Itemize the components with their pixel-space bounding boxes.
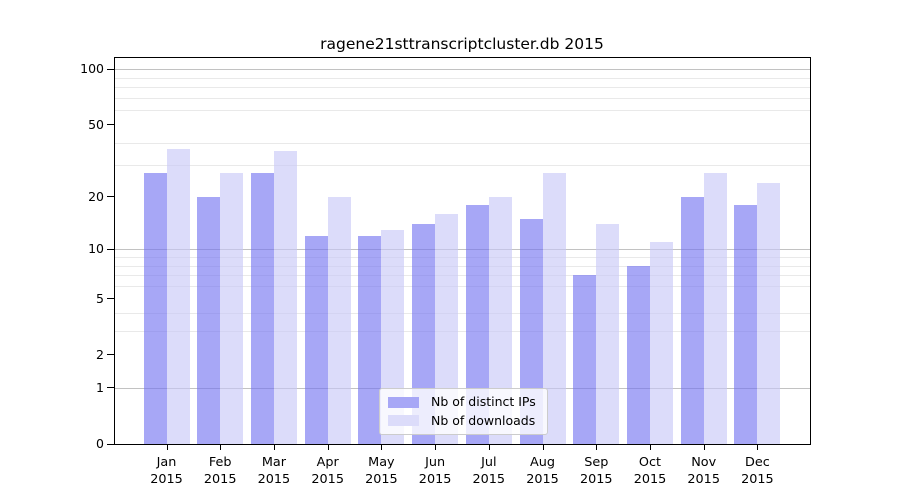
- minor-gridline: [115, 142, 810, 144]
- minor-gridline: [115, 265, 810, 267]
- y-tick-mark: [107, 387, 114, 389]
- y-tick-mark: [107, 196, 114, 198]
- plot-area: 0 1 2 5 10 20 50 100 Jan 2015 Feb 2015 Mar 2015 Apr…: [80, 57, 811, 487]
- legend-label-distinct-ips: Nb of distinct IPs: [431, 394, 536, 409]
- legend-item-downloads: Nb of downloads: [388, 412, 536, 428]
- bar-jan-downloads: [166, 148, 190, 444]
- x-tick-label: Dec 2015: [741, 455, 774, 487]
- y-tick-label: 2: [96, 346, 104, 362]
- bar-mar-downloads: [273, 150, 297, 444]
- x-tick-label: Nov 2015: [687, 455, 720, 487]
- bar-aug-distinct-ips: [519, 218, 543, 444]
- x-tick-label: Mar 2015: [257, 455, 291, 487]
- x-tick-mark: [381, 445, 383, 450]
- bar-mar-distinct-ips: [250, 173, 274, 444]
- y-tick-mark: [107, 298, 114, 299]
- minor-gridline: [115, 87, 810, 89]
- legend-swatch-distinct-ips: [388, 396, 419, 408]
- y-tick-mark: [107, 68, 114, 70]
- bar-oct-distinct-ips: [627, 265, 650, 444]
- legend-item-distinct-ips: Nb of distinct IPs: [388, 394, 536, 409]
- bar-jul-distinct-ips: [465, 204, 489, 444]
- minor-gridline: [115, 77, 810, 79]
- x-tick-mark: [650, 445, 651, 450]
- bar-sep-downloads: [596, 224, 620, 444]
- major-gridline: [115, 249, 810, 251]
- bar-dec-downloads: [757, 182, 781, 444]
- x-tick-mark: [542, 445, 544, 450]
- x-tick-mark: [327, 445, 329, 450]
- legend-swatch-downloads: [388, 415, 419, 427]
- minor-gridline: [115, 275, 810, 277]
- bar-sep-distinct-ips: [573, 275, 597, 444]
- major-gridline: [115, 69, 810, 71]
- y-tick-label: 0: [96, 435, 104, 451]
- x-tick-mark: [703, 445, 705, 450]
- bar-oct-downloads: [650, 242, 673, 444]
- minor-gridline: [115, 110, 810, 112]
- x-tick-label: May 2015: [365, 455, 398, 487]
- minor-gridline: [115, 97, 810, 99]
- x-tick-label: Jul 2015: [472, 455, 506, 487]
- minor-gridline: [115, 257, 810, 258]
- minor-gridline: [115, 313, 810, 315]
- bar-nov-distinct-ips: [680, 196, 704, 444]
- x-tick-mark: [596, 445, 598, 450]
- y-tick-label: 100: [80, 60, 104, 76]
- bar-feb-distinct-ips: [197, 196, 221, 444]
- y-tick-mark: [107, 443, 114, 445]
- x-tick-label: Apr 2015: [311, 455, 344, 487]
- x-tick-label: Jun 2015: [418, 455, 452, 487]
- y-tick-label: 1: [96, 379, 104, 395]
- y-tick-mark: [107, 354, 114, 356]
- bar-may-distinct-ips: [358, 235, 382, 444]
- x-tick-mark: [166, 445, 168, 450]
- bar-dec-distinct-ips: [734, 204, 758, 444]
- bar-jan-distinct-ips: [143, 173, 167, 444]
- bar-jul-downloads: [488, 196, 512, 444]
- y-tick-label: 5: [96, 290, 104, 306]
- bar-jun-downloads: [435, 213, 459, 444]
- x-tick-mark: [757, 445, 759, 450]
- bar-aug-downloads: [542, 173, 566, 444]
- minor-gridline: [115, 165, 810, 167]
- minor-gridline: [115, 286, 810, 287]
- legend-label-downloads: Nb of downloads: [431, 412, 536, 428]
- x-tick-label: Feb 2015: [203, 455, 237, 487]
- y-tick-mark: [107, 248, 114, 250]
- x-tick-mark: [273, 445, 275, 450]
- y-tick-mark: [107, 124, 114, 126]
- x-tick-label: Oct 2015: [633, 455, 667, 487]
- bar-feb-downloads: [220, 173, 244, 444]
- y-tick-label: 20: [88, 188, 104, 204]
- chart-title: ragene21sttranscriptcluster.db 2015: [320, 35, 604, 53]
- bar-nov-downloads: [703, 173, 727, 444]
- bar-apr-distinct-ips: [304, 235, 328, 444]
- x-tick-label: Aug 2015: [526, 455, 559, 487]
- minor-gridline: [115, 331, 810, 333]
- x-tick-label: Sep 2015: [580, 455, 613, 487]
- y-tick-label: 10: [88, 241, 104, 257]
- x-tick-mark: [220, 445, 222, 450]
- x-tick-mark: [435, 445, 437, 450]
- bar-apr-downloads: [327, 196, 351, 444]
- y-tick-label: 50: [88, 116, 104, 132]
- legend: Nb of distinct IPs Nb of downloads: [379, 388, 548, 435]
- x-tick-mark: [488, 445, 490, 450]
- x-tick-label: Jan 2015: [150, 455, 183, 487]
